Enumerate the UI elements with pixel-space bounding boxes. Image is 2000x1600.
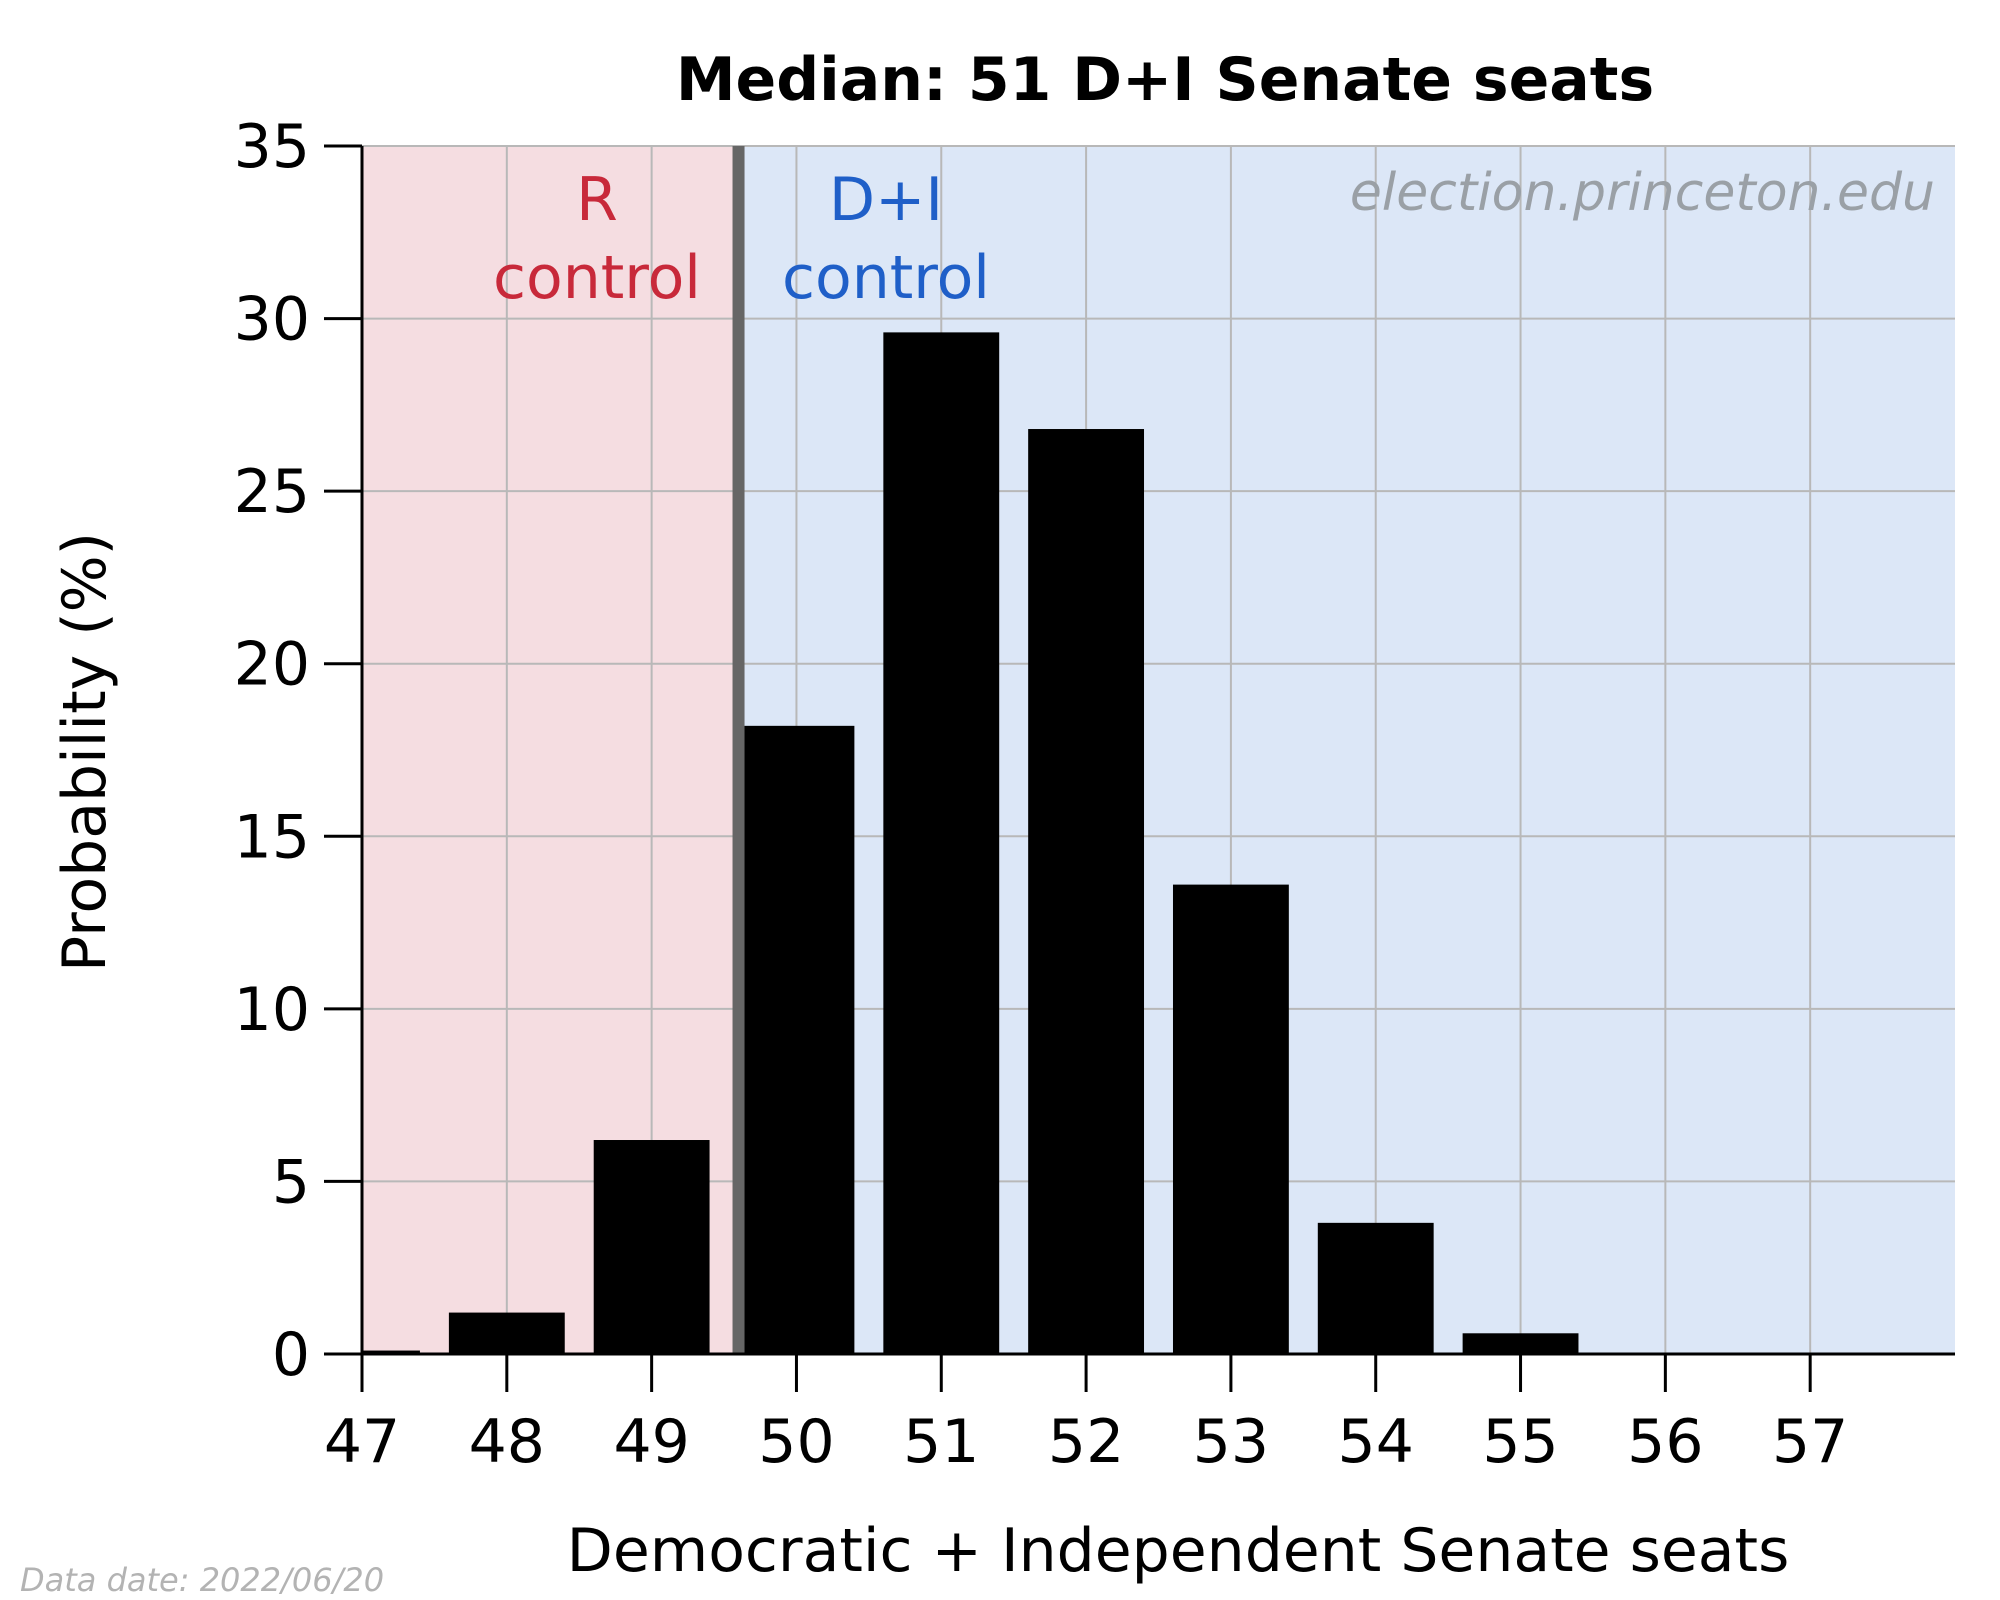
bar xyxy=(1462,1333,1579,1354)
x-tick-label: 54 xyxy=(1338,1407,1414,1477)
x-tick-label: 56 xyxy=(1627,1407,1703,1477)
bar xyxy=(1172,884,1289,1354)
y-tick-label: 15 xyxy=(234,802,310,872)
d-control-label-line1: D+I xyxy=(829,165,943,235)
x-tick-label: 52 xyxy=(1048,1407,1124,1477)
y-tick-label: 35 xyxy=(234,112,310,182)
x-tick-label: 48 xyxy=(469,1407,545,1477)
x-tick-label: 57 xyxy=(1772,1407,1848,1477)
x-tick-label: 50 xyxy=(758,1407,834,1477)
watermark-text: election.princeton.edu xyxy=(1350,163,1935,223)
chart-title: Median: 51 D+I Senate seats xyxy=(676,45,1654,115)
d-control-label-line2: control xyxy=(782,243,990,313)
control-threshold-line xyxy=(732,146,745,1354)
bars-group xyxy=(362,332,1579,1354)
bar xyxy=(448,1312,565,1354)
x-tick-label: 51 xyxy=(903,1407,979,1477)
x-tick-label: 49 xyxy=(613,1407,689,1477)
bar xyxy=(1028,429,1145,1354)
y-tick-label: 25 xyxy=(234,457,310,527)
y-tick-label: 5 xyxy=(272,1147,310,1217)
control-threshold xyxy=(732,146,745,1354)
bar xyxy=(738,725,855,1354)
y-tick-label: 30 xyxy=(234,285,310,355)
data-date-footnote: Data date: 2022/06/20 xyxy=(20,1561,384,1599)
x-tick-label: 55 xyxy=(1482,1407,1558,1477)
y-tick-label: 0 xyxy=(272,1320,310,1390)
r-control-label-line1: R xyxy=(576,165,618,235)
x-axis-label: Democratic + Independent Senate seats xyxy=(567,1516,1790,1586)
y-axis-label: Probability (%) xyxy=(50,532,120,972)
ticks: 47 48 49 50 51 52 53 54 55 56 57 0 5 10 15 20 25 30 35 xyxy=(234,112,1849,1477)
bar xyxy=(1317,1222,1434,1354)
r-control-label-line2: control xyxy=(493,243,701,313)
x-tick-label: 53 xyxy=(1193,1407,1269,1477)
bar xyxy=(883,332,1000,1354)
y-tick-label: 20 xyxy=(234,630,310,700)
bar xyxy=(362,1350,420,1354)
x-tick-label: 47 xyxy=(324,1407,400,1477)
y-tick-label: 10 xyxy=(234,975,310,1045)
bar xyxy=(593,1140,710,1354)
axes xyxy=(360,146,1955,1356)
